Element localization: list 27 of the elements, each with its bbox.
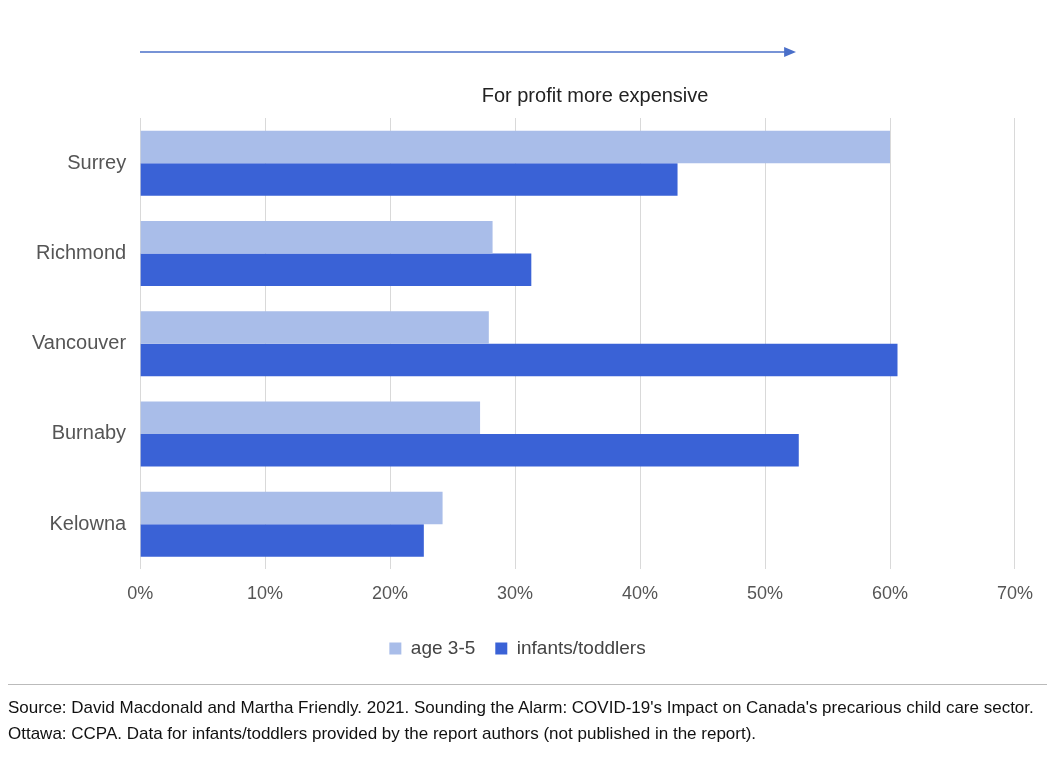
bar bbox=[140, 130, 891, 164]
source-note: Source: David Macdonald and Martha Friendly. 2021. Sounding the Alarm: COVID-19's Impact on Canada's precarious child care sector. Ottawa: CCPA. Data for infants/toddlers provided by the report authors (not published in the report). bbox=[8, 697, 1035, 745]
legend-label: infants/toddlers bbox=[516, 636, 646, 658]
x-tick-label: 50% bbox=[747, 583, 784, 604]
y-tick-label: Surrey bbox=[67, 150, 127, 173]
bar bbox=[140, 491, 443, 525]
bar bbox=[140, 433, 799, 467]
legend-label: age 3-5 bbox=[410, 636, 476, 658]
bar bbox=[140, 343, 898, 377]
bar bbox=[140, 253, 532, 286]
bar bbox=[140, 311, 489, 344]
y-tick-label: Kelowna bbox=[49, 511, 128, 534]
bar bbox=[140, 220, 493, 254]
x-tick-label: 0% bbox=[127, 583, 154, 604]
x-tick-label: 60% bbox=[871, 583, 909, 604]
bar bbox=[140, 524, 424, 557]
x-tick-label: 20% bbox=[372, 583, 409, 604]
y-tick-label: Vancouver bbox=[31, 331, 127, 354]
y-tick-label: Burnaby bbox=[51, 421, 127, 444]
x-tick-label: 30% bbox=[497, 583, 534, 604]
x-tick-label: 70% bbox=[996, 583, 1033, 604]
bar bbox=[140, 163, 678, 196]
bar bbox=[140, 401, 481, 434]
x-tick-label: 40% bbox=[622, 583, 659, 604]
y-tick-label: Richmond bbox=[36, 240, 127, 263]
x-tick-label: 10% bbox=[247, 583, 284, 604]
text: For profit more expensive bbox=[481, 83, 709, 106]
